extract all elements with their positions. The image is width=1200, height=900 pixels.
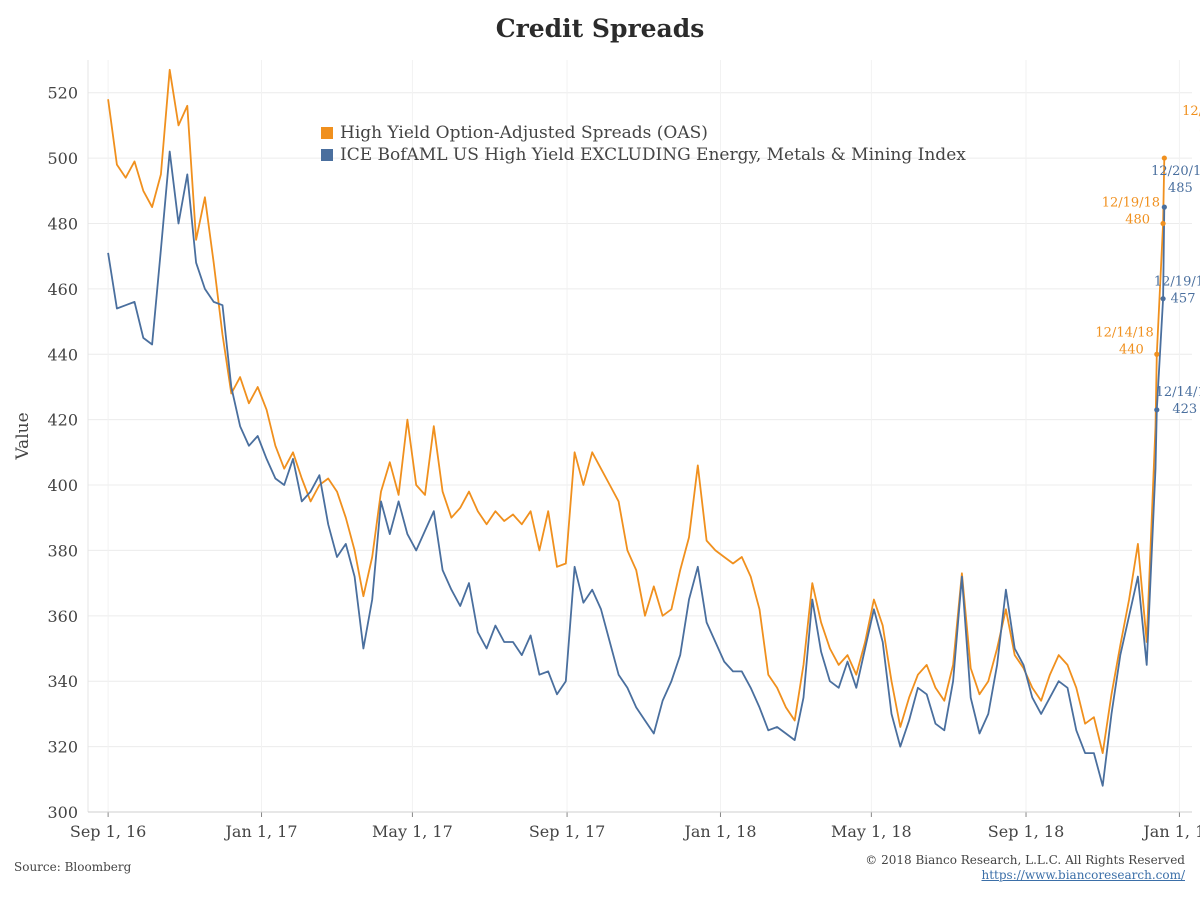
series-line-oas	[107, 68, 1166, 754]
annotation-date: 12/14/18	[1156, 385, 1200, 400]
annotation-marker	[1160, 220, 1166, 227]
y-tick-label: 420	[47, 411, 78, 430]
annotation-value: 423	[1172, 402, 1197, 417]
legend-swatch	[321, 127, 333, 139]
x-tick-label: Jan 1, 18	[682, 822, 756, 841]
legend-label: High Yield Option-Adjusted Spreads (OAS)	[340, 123, 708, 143]
x-tick-label: Sep 1, 17	[529, 822, 605, 841]
website-link[interactable]: https://www.biancoresearch.com/	[981, 868, 1185, 882]
y-tick-label: 320	[47, 738, 78, 757]
y-tick-label: 480	[47, 214, 78, 233]
legend-swatch	[321, 149, 333, 161]
x-tick-label: Jan 1, 17	[223, 822, 297, 841]
x-tick-label: Sep 1, 16	[70, 822, 146, 841]
source-note: Source: Bloomberg	[14, 860, 132, 874]
series-line-ex-energy	[107, 150, 1166, 787]
legend: High Yield Option-Adjusted Spreads (OAS)…	[321, 123, 966, 165]
annotation-value: 480	[1125, 212, 1150, 227]
y-axis-label: Value	[13, 412, 33, 460]
annotation-layer: 12/20/18 500 12/19/18 480 12/14/18 440 12/20/1…	[1095, 104, 1200, 417]
gridlines	[88, 60, 1192, 813]
series-layer	[107, 68, 1166, 787]
y-tick-label: 300	[47, 803, 78, 822]
annotation-date: 12/14/18	[1095, 325, 1153, 340]
annotation-marker	[1160, 296, 1166, 302]
chart-title: Credit Spreads	[495, 14, 705, 43]
x-tick-label: May 1, 17	[372, 822, 453, 841]
y-tick-label: 500	[47, 149, 78, 168]
annotation-date: 12/19/18	[1154, 275, 1200, 290]
annotation-value: 485	[1168, 181, 1193, 196]
annotation-date: 12/20/18	[1182, 104, 1200, 119]
annotation-value: 440	[1119, 342, 1144, 357]
x-tick-label: Jan 1, 19	[1141, 822, 1200, 841]
y-tick-label: 380	[47, 541, 78, 560]
legend-label: ICE BofAML US High Yield EXCLUDING Energ…	[340, 145, 966, 165]
x-tick-label: May 1, 18	[831, 822, 912, 841]
axes: 300 320 340 360 380 400 420 440 460 480 500 520 Sep …	[13, 60, 1200, 841]
x-tick-label: Sep 1, 18	[988, 822, 1064, 841]
y-tick-label: 360	[47, 607, 78, 626]
annotation-marker	[1161, 155, 1167, 161]
annotation-date: 12/20/18	[1151, 164, 1200, 179]
y-tick-label: 340	[47, 672, 78, 691]
y-tick-label: 520	[47, 84, 78, 103]
annotation-value: 457	[1171, 292, 1196, 307]
annotation-marker	[1154, 351, 1160, 357]
annotation-marker	[1154, 407, 1160, 413]
annotation-date: 12/19/18	[1102, 195, 1160, 210]
annotation-marker	[1161, 204, 1167, 210]
annotation-value: 500	[1199, 121, 1200, 136]
copyright-note: © 2018 Bianco Research, L.L.C. All Right…	[865, 853, 1185, 867]
y-tick-label: 400	[47, 476, 78, 495]
y-tick-label: 460	[47, 280, 78, 299]
y-tick-label: 440	[47, 345, 78, 364]
